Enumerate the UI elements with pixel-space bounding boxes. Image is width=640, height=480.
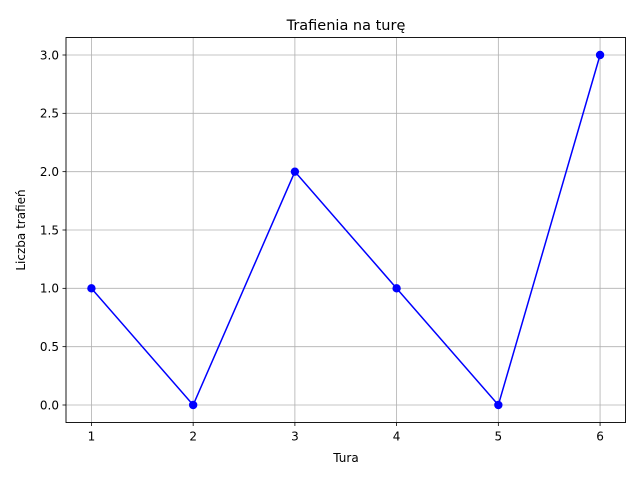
x-tick-label: 3 [291,430,299,444]
data-point [392,284,401,293]
y-tick-label: 2.5 [40,107,59,121]
x-axis-title: Tura [332,451,358,465]
data-point [494,400,503,410]
series-layer [87,50,605,410]
x-axis-ticks: 1 2 3 4 5 6 [88,422,604,444]
series-line [90,54,601,407]
data-point [595,50,605,60]
x-tick-label: 2 [189,430,197,444]
x-tick-label: 6 [596,430,604,444]
y-tick-label: 1.0 [40,282,59,296]
y-tick-label: 1.5 [40,223,59,237]
y-tick-label: 2.0 [40,165,59,179]
y-tick-label: 0.0 [40,398,59,412]
y-axis-ticks: 0.0 0.5 1.0 1.5 2.0 2.5 3.0 [40,48,66,412]
y-tick-label: 3.0 [40,48,59,62]
x-tick-label: 1 [88,430,96,444]
data-point [188,400,198,410]
x-tick-label: 5 [495,430,503,444]
y-axis-title: Liczba trafień [14,189,28,270]
x-tick-label: 4 [393,430,401,444]
chart-title: Trafienia na turę [286,18,406,34]
grid [66,37,626,423]
y-tick-label: 0.5 [40,340,59,354]
data-point [87,284,96,293]
data-point [290,167,300,176]
